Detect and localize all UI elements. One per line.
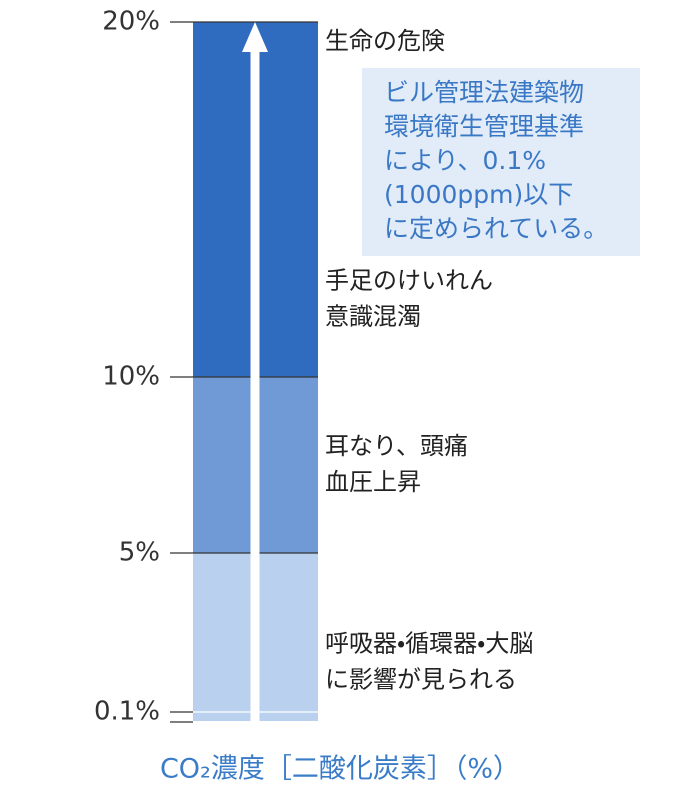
note-line: に定められている。 (384, 214, 608, 243)
y-tick-label: 0.1% (94, 697, 160, 727)
effect-label: 耳なり、頭痛 (325, 432, 468, 460)
y-tick-label: 10% (102, 362, 160, 392)
y-tick-label: 5% (119, 538, 160, 568)
chart-title: CO₂濃度［二酸化炭素］（%） (160, 754, 520, 785)
effect-label: 手足のけいれん (325, 267, 493, 295)
effect-label: 血圧上昇 (325, 468, 421, 496)
note-line: (1000ppm)以下 (384, 180, 573, 209)
note-line: 環境衛生管理基準 (384, 112, 584, 141)
y-tick-label: 20% (102, 7, 160, 37)
note-box (362, 68, 640, 256)
note-line: ビル管理法建築物 (384, 78, 584, 107)
arrow-head (242, 22, 268, 52)
effect-label: 意識混濁 (325, 303, 421, 331)
note-line: により、0.1% (384, 146, 546, 175)
effect-label: に影響が見られる (325, 666, 517, 694)
top-label: 生命の危険 (325, 27, 445, 55)
effect-label: 呼吸器・循環器・大脳 (325, 630, 533, 658)
